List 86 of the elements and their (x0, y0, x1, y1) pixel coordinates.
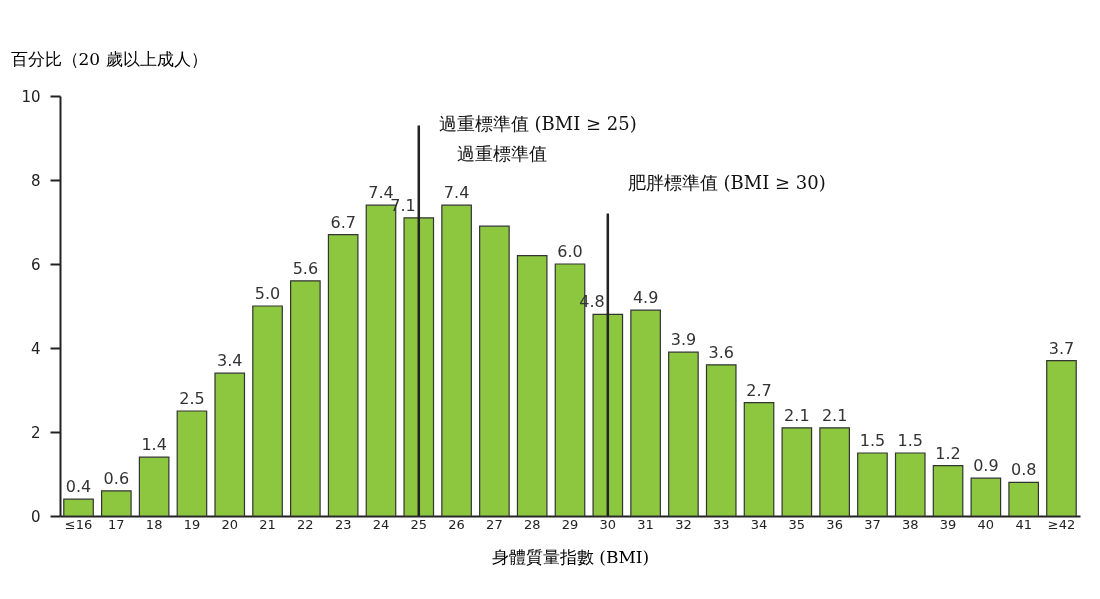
x-tick-label: 41 (1015, 516, 1032, 532)
bar (932, 465, 964, 517)
x-tick-label: 31 (637, 516, 654, 532)
data-label: 1.4 (141, 435, 167, 455)
bar (1008, 481, 1040, 517)
data-label: 3.7 (1048, 338, 1075, 358)
data-label: 5.6 (292, 258, 319, 278)
bar (668, 351, 699, 517)
bar (705, 364, 737, 517)
data-label: 0.6 (103, 468, 130, 488)
data-label: 0.4 (65, 477, 92, 497)
ref-line-label: 過重標準值 (BMI ≥ 25) (438, 113, 637, 135)
data-label: 3.6 (708, 342, 734, 362)
y-tick-label: 2 (30, 423, 41, 442)
bar (214, 372, 246, 517)
bar (63, 498, 94, 517)
data-label: 2.7 (746, 380, 772, 400)
bar (781, 427, 813, 517)
bar (252, 305, 283, 517)
x-tick-label: 40 (977, 516, 995, 532)
bar (743, 402, 775, 517)
x-tick-label: 30 (599, 516, 617, 532)
x-tick-label: 18 (145, 516, 163, 532)
bar (1046, 360, 1077, 517)
x-tick-label: 34 (750, 516, 768, 532)
data-label: 2.1 (784, 405, 810, 425)
x-tick-label: 29 (561, 516, 579, 532)
data-label: 0.8 (1010, 460, 1037, 480)
bar (630, 309, 661, 517)
annotation: 過重標準值 (456, 142, 547, 164)
bar (176, 410, 208, 517)
bar (138, 456, 170, 517)
ref-line-label: 肥胖標準值 (BMI ≥ 30) (627, 172, 826, 194)
bar (479, 225, 510, 517)
x-tick-label: 24 (372, 516, 390, 532)
y-axis-title: 百分比（20 歲以上成人） (10, 48, 208, 69)
x-tick-label: 22 (297, 516, 314, 532)
bar (970, 477, 1002, 517)
x-tick-label: 37 (864, 516, 881, 532)
x-tick-label: 26 (448, 516, 465, 532)
y-tick-label: 4 (30, 339, 41, 358)
bar (516, 255, 548, 517)
bar (441, 204, 472, 517)
data-label: 3.9 (670, 330, 697, 350)
data-label: 7.4 (443, 183, 470, 203)
y-tick-label: 8 (30, 171, 41, 190)
bar (290, 280, 321, 517)
x-tick-label: 27 (486, 516, 503, 532)
x-tick-label: 28 (523, 516, 541, 532)
data-label: 3.4 (217, 351, 243, 371)
data-label: 7.4 (368, 183, 394, 203)
data-label: 4.9 (632, 288, 659, 308)
bar (327, 234, 359, 517)
x-tick-label: ≤16 (64, 516, 93, 532)
x-axis-title: 身體質量指數 (BMI) (491, 546, 650, 567)
x-tick-label: 19 (183, 516, 201, 532)
data-label: 1.5 (897, 431, 923, 450)
bar (857, 452, 888, 517)
x-tick-label: 20 (221, 516, 239, 532)
data-label: 2.5 (179, 389, 205, 408)
data-label: 6.0 (557, 242, 583, 261)
bar (894, 452, 926, 517)
data-label: 6.7 (330, 212, 356, 232)
x-tick-label: 36 (826, 516, 843, 532)
y-tick-label: 6 (30, 255, 41, 274)
x-tick-label: 25 (410, 516, 428, 532)
x-tick-label: 38 (901, 516, 919, 532)
y-tick-label: 10 (21, 87, 41, 106)
bar (100, 490, 132, 517)
y-tick-label: 0 (30, 507, 41, 526)
x-tick-label: 21 (259, 516, 276, 532)
data-label: 0.9 (973, 456, 999, 476)
data-label: 1.2 (935, 443, 961, 463)
bar (403, 217, 435, 517)
bar (592, 313, 624, 517)
data-label: 5.0 (254, 284, 281, 303)
x-tick-label: 23 (334, 516, 352, 532)
x-tick-label: 35 (788, 516, 806, 532)
x-tick-label: ≥42 (1047, 516, 1076, 532)
x-tick-label: 17 (108, 516, 125, 532)
x-tick-label: 39 (939, 516, 957, 532)
data-label: 1.5 (859, 431, 886, 450)
data-label: 2.1 (821, 405, 848, 425)
x-tick-label: 32 (675, 516, 692, 532)
x-tick-label: 33 (712, 516, 730, 532)
bar (819, 427, 850, 517)
